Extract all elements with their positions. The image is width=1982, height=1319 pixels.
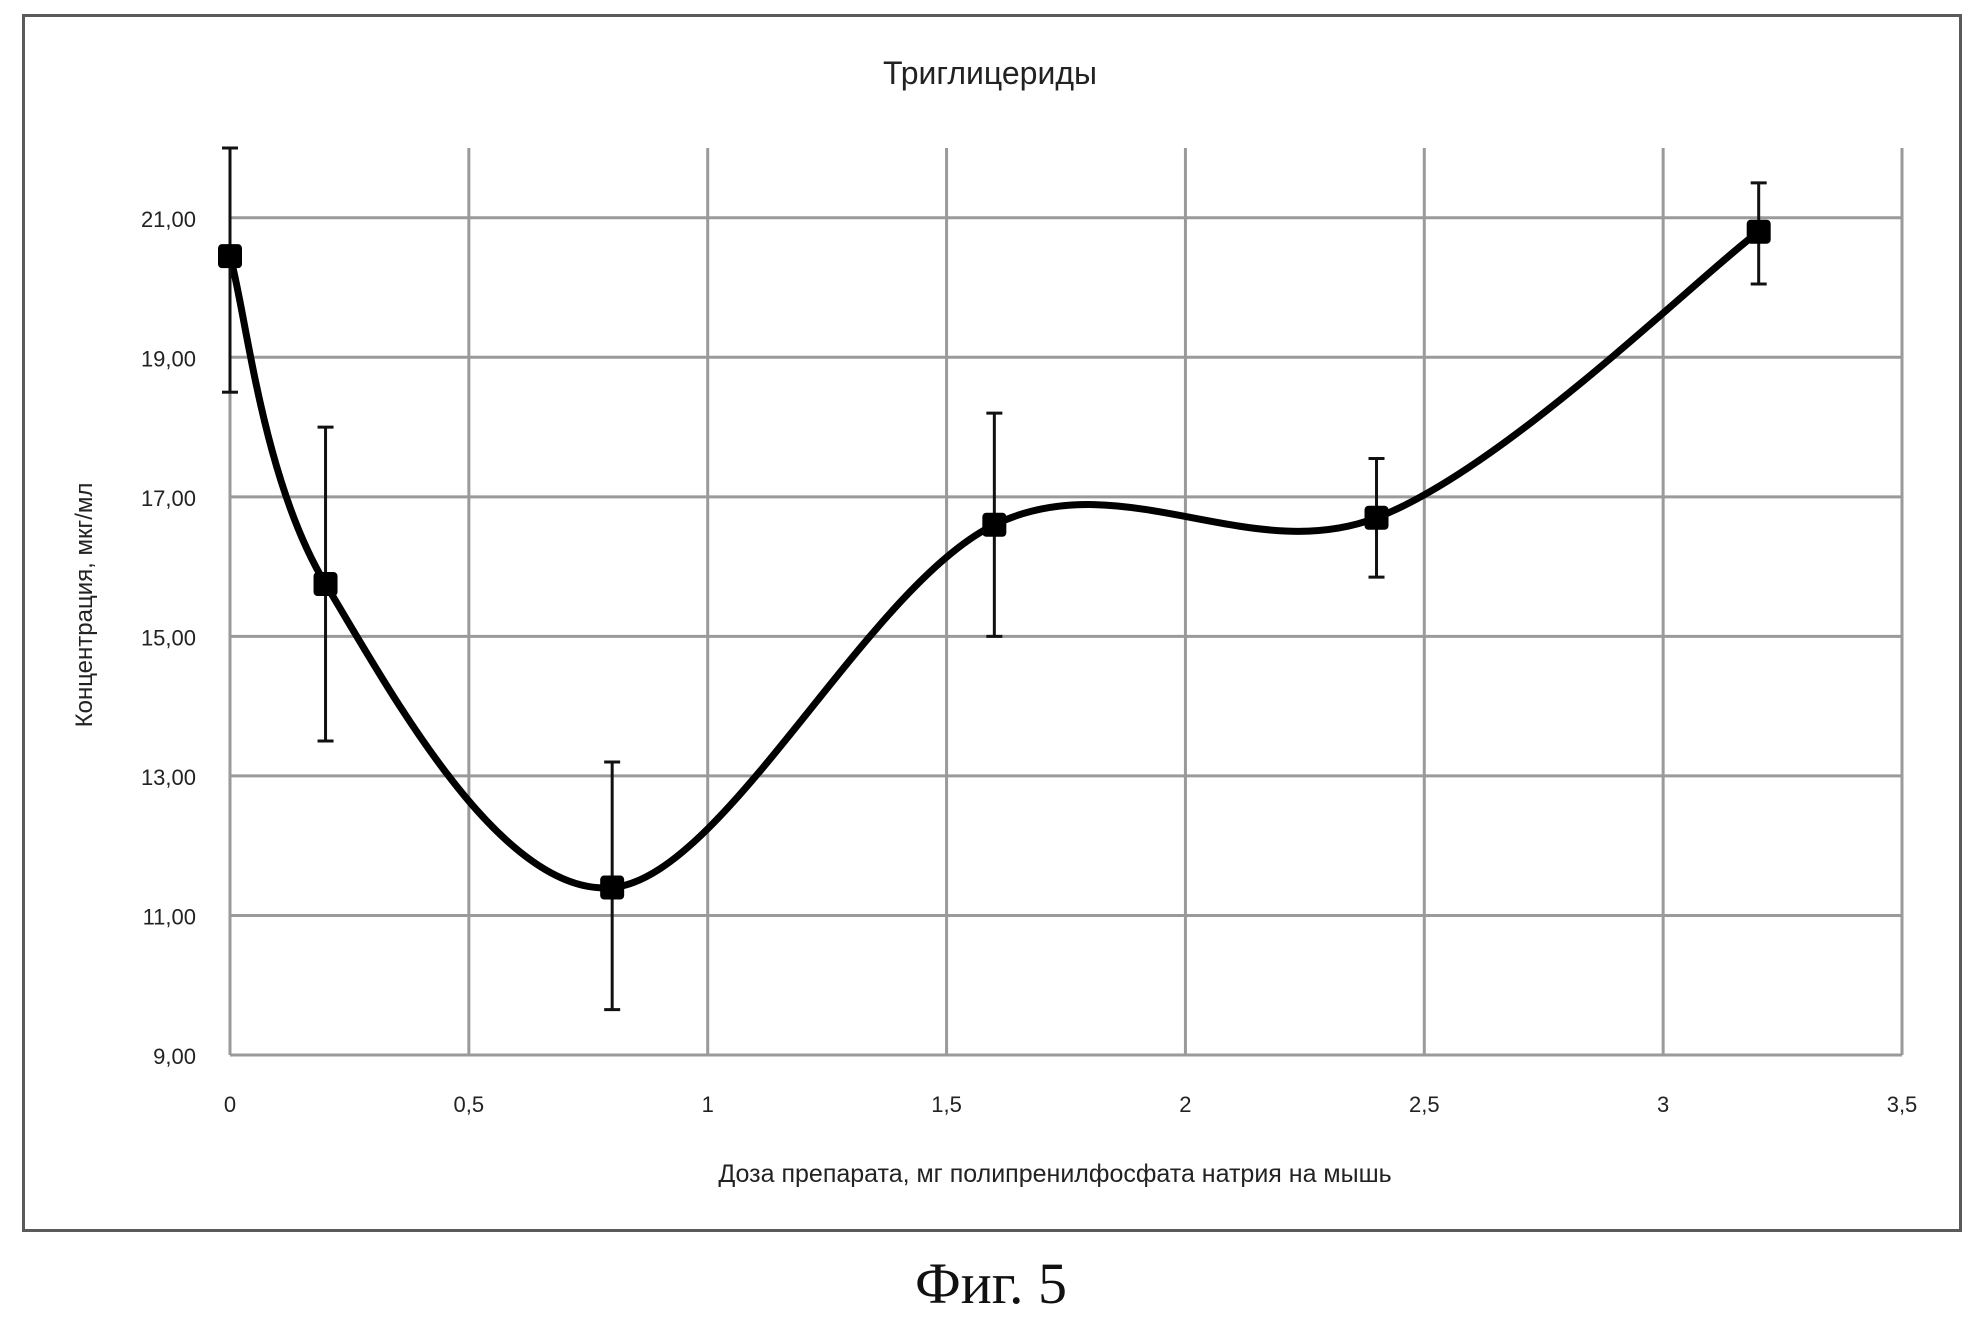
grid-layer bbox=[230, 148, 1902, 1055]
data-point-marker bbox=[1365, 506, 1389, 530]
data-point-marker bbox=[600, 876, 624, 900]
y-tick-label: 15,00 bbox=[141, 625, 196, 650]
x-tick-label: 3 bbox=[1657, 1092, 1669, 1117]
x-axis-label: Доза препарата, мг полипренилфосфата нат… bbox=[718, 1160, 1391, 1188]
y-tick-label: 19,00 bbox=[141, 346, 196, 371]
y-tick-label: 13,00 bbox=[141, 765, 196, 790]
y-tick-label: 9,00 bbox=[153, 1044, 196, 1069]
data-point-marker bbox=[982, 513, 1006, 537]
chart-svg: Триглицериды 9,00 11,00 13,00 15,00 17,00 19,… bbox=[0, 0, 1982, 1240]
figure-caption: Фиг. 5 bbox=[0, 1250, 1982, 1317]
x-tick-label: 1,5 bbox=[931, 1092, 962, 1117]
y-tick-label: 21,00 bbox=[141, 207, 196, 232]
y-tick-label: 11,00 bbox=[143, 904, 196, 929]
data-point-marker bbox=[218, 244, 242, 268]
y-tick-label: 17,00 bbox=[141, 486, 196, 511]
x-tick-label: 3,5 bbox=[1887, 1092, 1918, 1117]
x-tick-label: 0 bbox=[224, 1092, 236, 1117]
chart-title: Триглицериды bbox=[883, 55, 1097, 91]
x-tick-label: 2 bbox=[1179, 1092, 1191, 1117]
data-point-marker bbox=[1747, 220, 1771, 244]
series-layer bbox=[218, 148, 1771, 1010]
y-axis-label: Концентрация, мкг/мл bbox=[71, 483, 98, 728]
x-tick-label: 2,5 bbox=[1409, 1092, 1440, 1117]
x-tick-label: 1 bbox=[702, 1092, 714, 1117]
tick-labels-layer: 9,00 11,00 13,00 15,00 17,00 19,00 21,00 0 0,5 1 1… bbox=[141, 207, 1917, 1117]
data-point-marker bbox=[314, 572, 338, 596]
x-tick-label: 0,5 bbox=[454, 1092, 485, 1117]
